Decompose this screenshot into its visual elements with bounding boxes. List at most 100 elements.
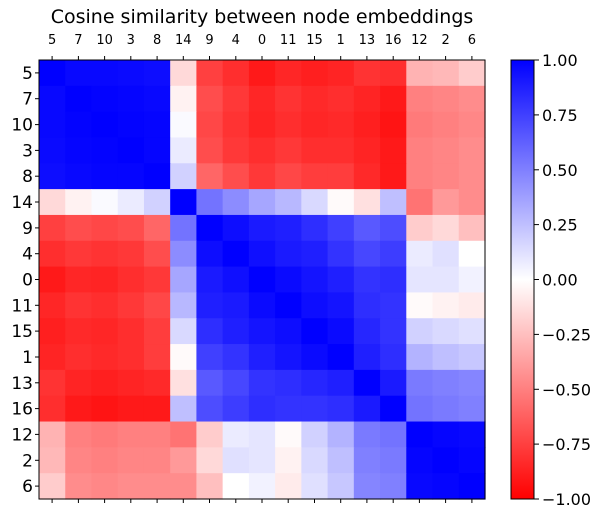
cell-12-2 xyxy=(432,421,460,448)
cell-15-6 xyxy=(458,318,486,345)
cell-8-5 xyxy=(39,163,66,190)
cell-8-8 xyxy=(143,163,171,190)
cell-3-8 xyxy=(143,137,171,164)
cell-11-16 xyxy=(380,292,407,319)
cell-12-6 xyxy=(458,421,486,448)
cell-12-7 xyxy=(65,421,93,448)
cell-0-7 xyxy=(65,266,93,294)
colorbar-label-6: −0.50 xyxy=(542,380,591,399)
colorbar-label-7: −0.75 xyxy=(542,435,591,454)
cell-8-14 xyxy=(170,163,198,190)
cell-11-2 xyxy=(432,292,460,319)
cell-13-3 xyxy=(117,369,145,397)
cell-5-15 xyxy=(301,60,329,87)
cell-0-12 xyxy=(406,266,434,294)
cell-10-1 xyxy=(327,111,355,139)
cell-0-11 xyxy=(275,266,302,294)
colorbar-ticks: 1.00 0.75 0.50 0.25 0.00 −0.25 −0.50 −0.75 −1.00 xyxy=(534,51,591,509)
cell-9-14 xyxy=(170,214,198,242)
cell-4-3 xyxy=(117,240,145,268)
cell-16-1 xyxy=(327,395,355,423)
cell-5-14 xyxy=(170,60,198,87)
column-label-5: 5 xyxy=(48,33,56,48)
cell-6-2 xyxy=(432,473,460,500)
cell-16-5 xyxy=(39,395,66,423)
cell-3-11 xyxy=(275,137,302,164)
cell-4-5 xyxy=(39,240,66,268)
cell-5-16 xyxy=(380,60,407,87)
axis-ticks xyxy=(35,56,473,503)
cell-15-5 xyxy=(39,318,66,345)
cell-5-10 xyxy=(91,60,119,87)
cell-10-13 xyxy=(353,111,381,139)
column-label-8: 8 xyxy=(153,33,161,48)
cell-9-4 xyxy=(222,214,250,242)
cell-11-13 xyxy=(353,292,381,319)
cell-3-1 xyxy=(327,137,355,164)
cell-8-3 xyxy=(117,163,145,190)
cell-10-15 xyxy=(301,111,329,139)
cell-7-8 xyxy=(143,85,171,113)
cell-15-2 xyxy=(432,318,460,345)
cell-16-7 xyxy=(65,395,93,423)
cell-12-14 xyxy=(170,421,198,448)
cell-5-3 xyxy=(117,60,145,87)
column-label-12: 12 xyxy=(411,33,428,48)
column-label-11: 11 xyxy=(280,33,297,48)
row-label-8: 8 xyxy=(22,167,33,187)
cell-14-0 xyxy=(248,189,276,216)
cell-5-0 xyxy=(248,60,276,87)
cell-2-10 xyxy=(91,447,119,474)
cell-6-9 xyxy=(196,473,224,500)
column-label-16: 16 xyxy=(385,33,402,48)
colorbar-label-8: −1.00 xyxy=(542,490,591,509)
cell-14-15 xyxy=(301,189,329,216)
cell-8-16 xyxy=(380,163,407,190)
cell-1-8 xyxy=(143,344,171,371)
cell-13-2 xyxy=(432,369,460,397)
cell-9-10 xyxy=(91,214,119,242)
cell-6-1 xyxy=(327,473,355,500)
cell-3-10 xyxy=(91,137,119,164)
row-label-0: 0 xyxy=(22,271,33,291)
cell-4-10 xyxy=(91,240,119,268)
cell-10-11 xyxy=(275,111,302,139)
cell-16-2 xyxy=(432,395,460,423)
cell-10-7 xyxy=(65,111,93,139)
cell-15-16 xyxy=(380,318,407,345)
column-label-10: 10 xyxy=(96,33,113,48)
cell-2-2 xyxy=(432,447,460,474)
cell-7-12 xyxy=(406,85,434,113)
cell-15-0 xyxy=(248,318,276,345)
cell-13-1 xyxy=(327,369,355,397)
cell-9-7 xyxy=(65,214,93,242)
column-label-1: 1 xyxy=(337,33,345,48)
cell-12-0 xyxy=(248,421,276,448)
cell-5-9 xyxy=(196,60,224,87)
row-label-4: 4 xyxy=(22,245,33,265)
cell-8-1 xyxy=(327,163,355,190)
cell-1-6 xyxy=(458,344,486,371)
cell-3-7 xyxy=(65,137,93,164)
cell-0-4 xyxy=(222,266,250,294)
cell-6-4 xyxy=(222,473,250,500)
cell-0-9 xyxy=(196,266,224,294)
cell-3-14 xyxy=(170,137,198,164)
cell-4-8 xyxy=(143,240,171,268)
cell-6-11 xyxy=(275,473,302,500)
cell-14-13 xyxy=(353,189,381,216)
cell-2-13 xyxy=(353,447,381,474)
cell-8-15 xyxy=(301,163,329,190)
cell-14-14 xyxy=(170,189,198,216)
cell-13-4 xyxy=(222,369,250,397)
cell-1-9 xyxy=(196,344,224,371)
cell-15-7 xyxy=(65,318,93,345)
cell-14-10 xyxy=(91,189,119,216)
colorbar-label-0: 1.00 xyxy=(542,51,578,70)
cell-14-6 xyxy=(458,189,486,216)
cell-1-14 xyxy=(170,344,198,371)
cell-14-2 xyxy=(432,189,460,216)
cell-6-14 xyxy=(170,473,198,500)
column-label-7: 7 xyxy=(74,33,82,48)
cell-15-4 xyxy=(222,318,250,345)
